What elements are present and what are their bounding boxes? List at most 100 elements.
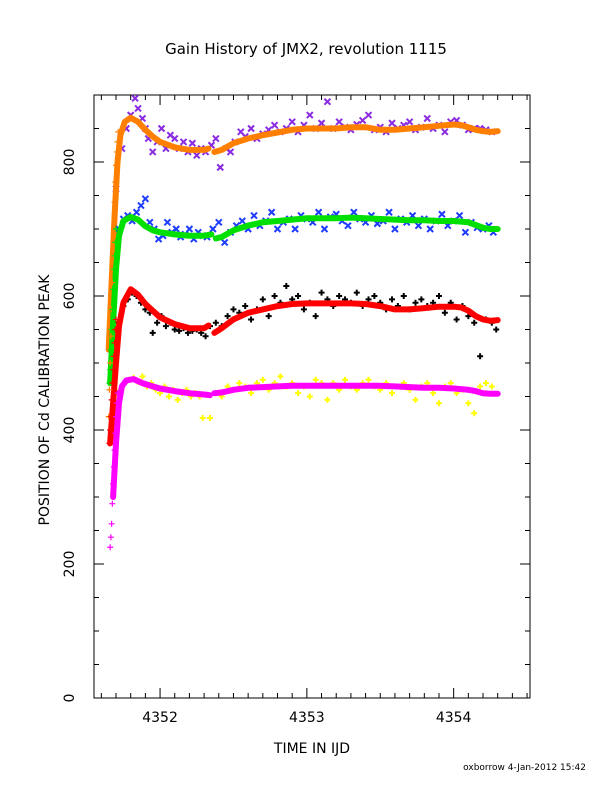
data-point [174, 396, 181, 403]
data-point [224, 313, 231, 320]
data-point [277, 373, 284, 380]
data-point [132, 208, 141, 216]
data-point [314, 208, 323, 216]
data-point [291, 225, 299, 233]
series-10 [106, 316, 120, 447]
x-tick-label: 4354 [436, 710, 472, 726]
data-point [365, 376, 372, 383]
data-point [482, 380, 489, 387]
x-tick-label: 4353 [289, 710, 325, 726]
data-point [400, 293, 407, 299]
chart-title: Gain History of JMX2, revolution 1115 [165, 40, 447, 58]
data-point [110, 480, 117, 487]
data-point [110, 366, 117, 373]
data-point [108, 520, 115, 527]
data-point [188, 139, 197, 147]
data-point [259, 296, 266, 303]
data-point [317, 119, 326, 127]
series-5 [107, 286, 501, 447]
fit-line [110, 376, 213, 500]
data-point [110, 286, 117, 293]
data-point [171, 134, 179, 143]
x-axis-label: TIME IN IJD [273, 741, 350, 757]
data-point [109, 380, 116, 387]
data-point [139, 373, 146, 380]
data-point [107, 427, 114, 433]
data-point [426, 225, 434, 233]
data-point [113, 400, 120, 407]
y-tick-label: 800 [62, 149, 78, 176]
data-point [137, 201, 145, 210]
data-point [247, 124, 255, 133]
data-point [365, 296, 372, 303]
series-11 [107, 390, 121, 551]
data-point [238, 217, 246, 225]
series-layer [105, 94, 501, 551]
data-point [109, 500, 116, 507]
data-point [131, 94, 139, 103]
data-point [248, 390, 255, 397]
data-point [336, 293, 343, 299]
data-point [358, 116, 367, 125]
data-point [113, 162, 120, 169]
y-tick-label: 0 [62, 694, 78, 703]
series-9 [106, 226, 120, 387]
data-point [342, 376, 349, 383]
data-point [324, 396, 331, 403]
data-point [216, 163, 224, 172]
data-point [389, 296, 396, 303]
data-point [388, 119, 396, 127]
data-point [113, 226, 120, 232]
data-point [107, 346, 114, 353]
data-point [344, 221, 352, 230]
fit-line [212, 214, 501, 242]
data-point [134, 104, 142, 113]
data-point [259, 376, 266, 383]
data-point [423, 114, 431, 123]
data-point [418, 296, 425, 303]
data-point [270, 121, 279, 129]
data-point [172, 225, 180, 233]
data-point [438, 210, 446, 218]
x-tick-label: 4352 [142, 710, 178, 726]
axis-ticks: 4352 4353 4354 0 200 400 600 800 [62, 95, 530, 726]
data-point [455, 211, 464, 220]
data-point [306, 393, 313, 400]
data-point [209, 225, 217, 233]
data-point [435, 400, 442, 407]
y-tick-label: 600 [62, 283, 78, 310]
series-6 [117, 373, 495, 421]
data-point [391, 225, 399, 233]
data-point [477, 353, 484, 360]
data-point [154, 319, 161, 326]
data-point [389, 390, 396, 397]
data-point [267, 208, 276, 216]
data-point [435, 293, 442, 299]
y-tick-label: 200 [62, 551, 78, 578]
data-point [106, 440, 113, 447]
data-point [441, 128, 449, 136]
data-point [165, 393, 172, 400]
data-point [248, 316, 255, 323]
data-point [273, 225, 282, 233]
data-point [149, 148, 157, 156]
data-point [236, 380, 243, 387]
fit-line [107, 286, 212, 447]
data-point [295, 293, 302, 299]
data-point [441, 309, 448, 316]
data-point [461, 228, 470, 237]
data-point [199, 414, 206, 421]
data-point [162, 323, 169, 330]
data-point [113, 413, 120, 420]
data-point [312, 313, 319, 320]
fit-line [211, 121, 501, 155]
data-point [141, 195, 150, 203]
data-point [430, 390, 437, 397]
data-point [215, 218, 223, 227]
data-point [113, 148, 120, 155]
data-point [115, 128, 122, 135]
data-point [206, 414, 213, 421]
data-point [185, 225, 194, 233]
data-point [107, 534, 114, 541]
